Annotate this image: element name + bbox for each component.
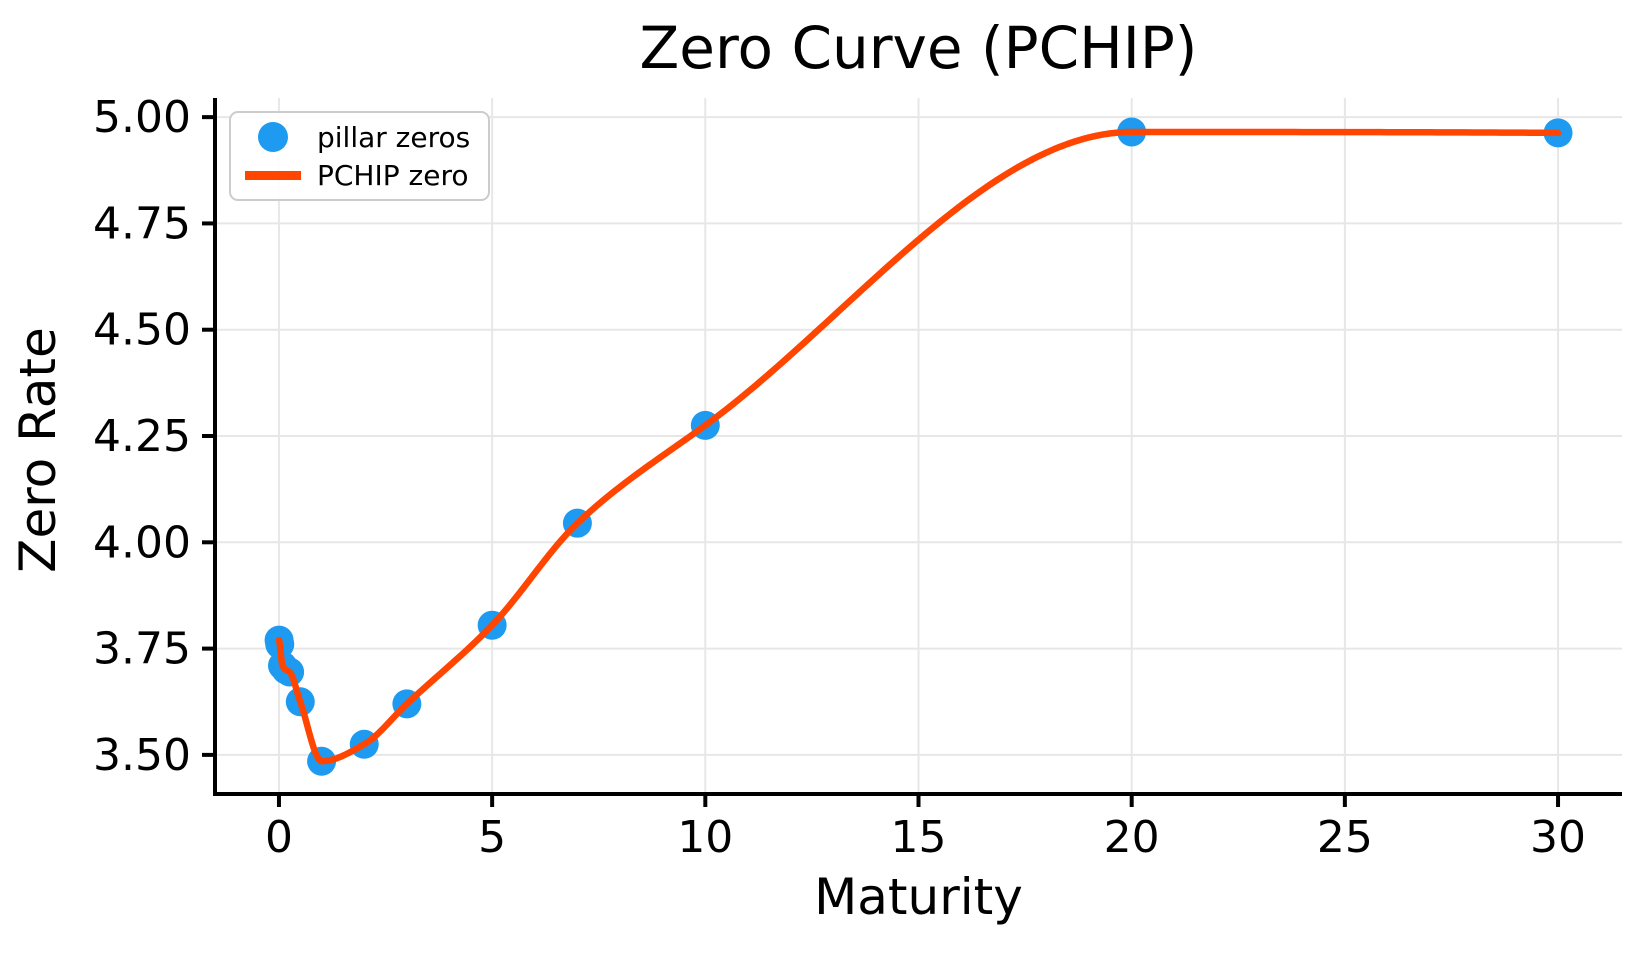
legend-line-swatch: [241, 170, 305, 180]
y-tick-label: 4.50: [93, 305, 191, 356]
x-tick-label: 5: [478, 812, 506, 863]
y-tick-labels: 3.50 3.75 4.00 4.25 4.50 4.75 5.00: [93, 92, 191, 781]
y-tick-label: 4.25: [93, 411, 191, 462]
x-tick-label: 10: [677, 812, 733, 863]
y-tick-label: 3.75: [93, 624, 191, 675]
x-tick-labels: 0 5 10 15 20 25 30: [265, 812, 1586, 863]
legend-label: PCHIP zero: [317, 158, 469, 192]
y-tick-label: 3.50: [93, 730, 191, 781]
y-tick-label: 5.00: [93, 92, 191, 143]
x-axis-label: Maturity: [814, 868, 1023, 926]
legend-label: pillar zeros: [317, 120, 471, 154]
legend-item-pchip-zero: PCHIP zero: [241, 158, 470, 192]
x-tick-label: 20: [1104, 812, 1160, 863]
pillar-zeros-dot-icon: [258, 122, 288, 152]
gridlines: [215, 98, 1622, 794]
x-tick-label: 15: [891, 812, 947, 863]
x-tick-label: 25: [1317, 812, 1373, 863]
legend-marker-swatch: [241, 122, 305, 152]
x-tick-label: 0: [265, 812, 293, 863]
y-tick-label: 4.75: [93, 198, 191, 249]
chart-title: Zero Curve (PCHIP): [639, 14, 1198, 82]
legend: pillar zeros PCHIP zero: [229, 111, 491, 201]
pchip-line-icon: [245, 170, 301, 180]
x-tick-label: 30: [1530, 812, 1586, 863]
pchip-curve: [275, 128, 1562, 765]
y-tick-label: 4.00: [93, 517, 191, 568]
tick-marks: [202, 115, 1561, 807]
y-axis-label: Zero Rate: [9, 327, 67, 573]
legend-item-pillar-zeros: pillar zeros: [241, 120, 471, 154]
